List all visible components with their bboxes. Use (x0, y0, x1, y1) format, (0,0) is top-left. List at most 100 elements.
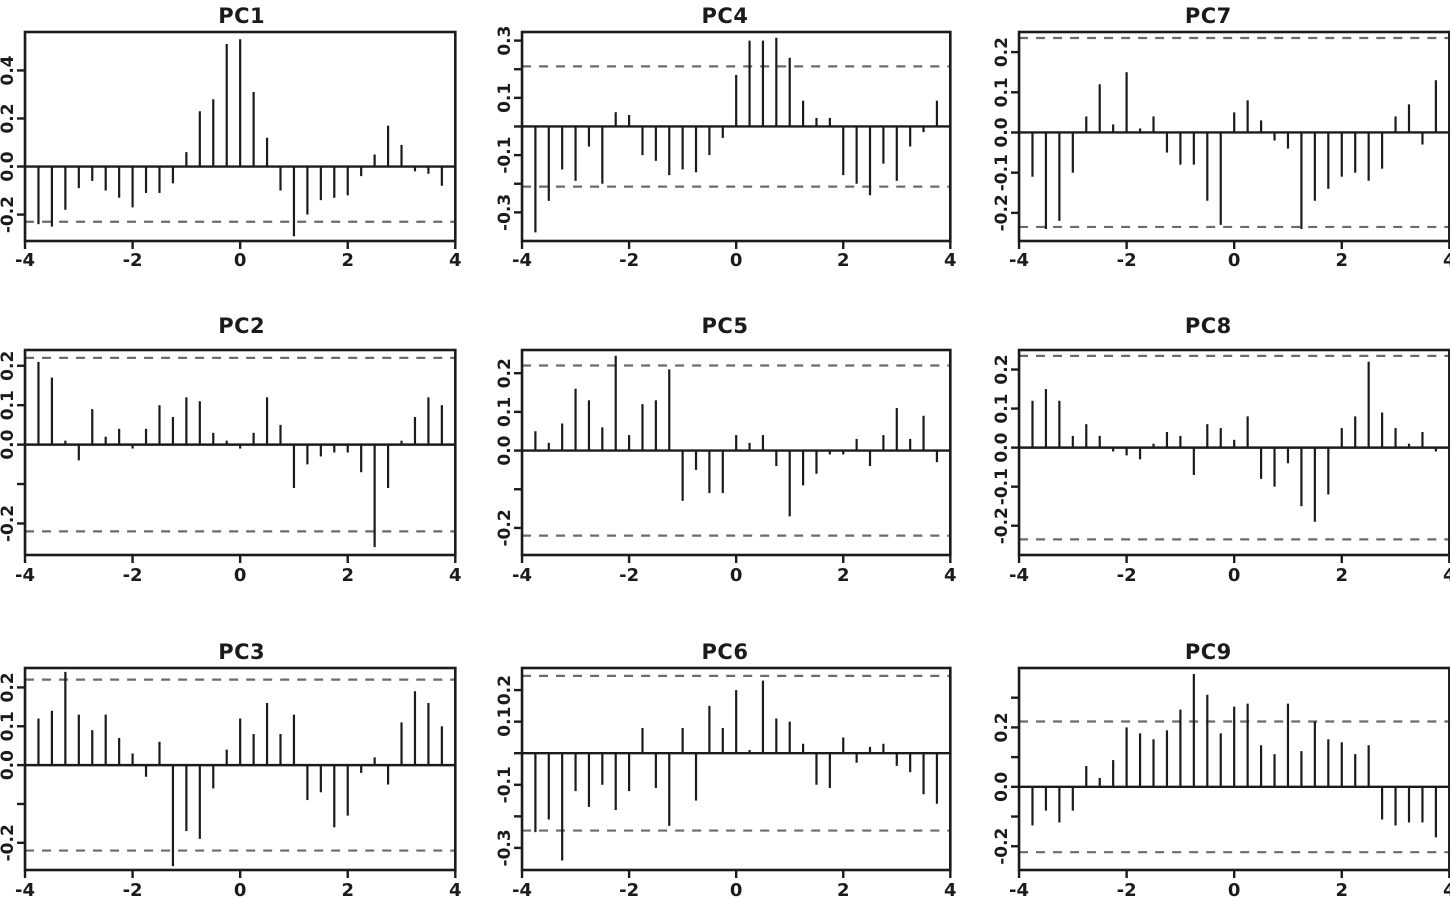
x-tick-label: -2 (619, 880, 639, 900)
panel-pc2: PC2 -4 -2 0 2 4 0.2 0.1 0.0 -0.2 (0, 300, 483, 600)
y-tick-label: 0.0 (992, 432, 1012, 462)
panel-title-pc8: PC8 (1184, 314, 1232, 338)
pc8-chart: -4 -2 0 2 4 0.2 0.1 0.0 -0.1-0.2 (992, 348, 1450, 586)
y-tick-label: 0.2 (992, 354, 1012, 384)
x-tick-label: -4 (1009, 565, 1029, 586)
y-tick-label: 0.2 (495, 358, 515, 388)
plot-box (521, 30, 952, 243)
x-tick-label: -4 (512, 565, 532, 586)
y-tick-label: 0.0 (992, 772, 1012, 802)
y-tick-label: 0.2 (0, 351, 18, 381)
y-tick-label: 0.2 (0, 103, 18, 133)
y-tick-label: 0.3 (495, 26, 515, 56)
x-tick-label: 0 (730, 565, 743, 586)
x-tick-label: 4 (1443, 565, 1450, 586)
panel-pc5: PC5 -4 -2 0 2 4 0.2 0.1 0.0 -0.2 (483, 300, 966, 600)
panel-pc1: PC1 -4 -2 0 2 4 0.4 0.2 0.0 -0.2 (0, 0, 483, 300)
y-tick-label: -0.2 (0, 824, 18, 861)
pc7-chart: -4 -2 0 2 4 0.2 0.1 0.0 -0.1 -0.2 (992, 30, 1450, 271)
x-tick-label: 0 (234, 250, 247, 271)
y-tick-label: -0.3 (495, 194, 515, 231)
panel-title-pc5: PC5 (701, 314, 749, 338)
x-tick-label: 2 (1335, 250, 1348, 271)
panel-title-pc6: PC6 (701, 640, 749, 664)
x-tick-label: -4 (15, 565, 35, 586)
y-tick-label: 0.0 (0, 151, 18, 181)
pc6-chart: -4 -2 0 2 4 0.20.1 -0.1 -0.3 (495, 666, 957, 900)
x-tick-label: 0 (234, 880, 247, 900)
plot-box (1017, 348, 1450, 557)
y-tick-label: -0.2 (495, 509, 515, 546)
x-tick-label: 4 (944, 250, 957, 271)
y-tick-label: -0.2 (992, 194, 1012, 231)
y-tick-label: 0.1 (495, 707, 515, 737)
panel-pc9: PC9 -4 -2 0 2 4 0.2 0.0 -0.2 (967, 600, 1450, 900)
x-tick-label: 2 (341, 880, 354, 900)
y-tick-label: -0.1 (495, 766, 515, 803)
panel-title-pc3: PC3 (218, 640, 266, 664)
y-tick-label: 0.1 (0, 390, 18, 420)
plot-box (1017, 30, 1450, 243)
y-tick-label: -0.2 (0, 505, 18, 542)
x-tick-label: 2 (341, 565, 354, 586)
panel-title-pc7: PC7 (1184, 4, 1232, 28)
plot-box (23, 348, 457, 557)
y-tick-label: 0.1 (495, 397, 515, 427)
x-tick-label: -4 (15, 250, 35, 271)
x-tick-label: 2 (837, 880, 850, 900)
pc2-chart: -4 -2 0 2 4 0.2 0.1 0.0 -0.2 (0, 348, 462, 586)
x-tick-label: -4 (1009, 880, 1029, 900)
y-tick-label: 0.1 (0, 711, 18, 741)
panel-pc3: PC3 -4 -2 0 2 4 0.2 0.1 0.0 -0.2 (0, 600, 483, 900)
y-tick-label: 0.2 (0, 672, 18, 702)
panel-pc8: PC8 -4 -2 0 2 4 0.2 0.1 0.0 -0.1 -0.2 (967, 300, 1450, 600)
x-tick-label: 0 (1228, 565, 1241, 586)
y-tick-label: -0.2 (992, 828, 1012, 865)
x-tick-label: -4 (512, 250, 532, 271)
x-tick-label: 0 (234, 565, 247, 586)
y-tick-label: -0.2 (0, 196, 18, 233)
panel-title-pc2: PC2 (218, 314, 266, 338)
plot-box (521, 348, 952, 557)
x-tick-label: 0 (730, 250, 743, 271)
x-tick-label: -2 (619, 565, 639, 586)
x-tick-label: 4 (944, 880, 957, 900)
x-tick-label: 0 (730, 880, 743, 900)
y-tick-label: 0.4 (0, 55, 18, 85)
y-tick-label: -0.3 (495, 829, 515, 866)
panel-title-pc4: PC4 (701, 4, 749, 28)
x-tick-label: 0 (1228, 250, 1241, 271)
x-tick-label: 4 (449, 565, 462, 586)
y-tick-label: -0.2 (992, 507, 1012, 544)
pc5-chart: -4 -2 0 2 4 0.2 0.1 0.0 -0.2 (495, 348, 957, 586)
x-tick-label: 4 (449, 250, 462, 271)
x-tick-label: -2 (1116, 880, 1136, 900)
pc1-chart: -4 -2 0 2 4 0.4 0.2 0.0 -0.2 (0, 30, 462, 271)
y-tick-label: 0.1 (992, 394, 1012, 424)
x-tick-label: 2 (837, 565, 850, 586)
x-tick-label: 2 (1335, 565, 1348, 586)
y-tick-label: -0.1 (992, 154, 1012, 191)
x-tick-label: -4 (15, 880, 35, 900)
x-tick-label: -2 (619, 250, 639, 271)
panel-pc6: PC6 -4 -2 0 2 4 0.2 0.1 -0.1 -0.3 (483, 600, 966, 900)
y-tick-label: 0.0 (992, 117, 1012, 147)
x-tick-label: 2 (1335, 880, 1348, 900)
x-tick-label: -2 (123, 880, 143, 900)
panel-title-pc9: PC9 (1184, 640, 1232, 664)
y-tick-label: 0.2 (992, 37, 1012, 67)
y-tick-label: 0.2 (495, 675, 515, 705)
panel-title-pc1: PC1 (218, 4, 266, 28)
pc4-chart: -4 -2 0 2 4 0.3 0.1 -0.1 -0.3 (495, 26, 957, 271)
plot-box (23, 666, 457, 872)
x-tick-label: -2 (1116, 565, 1136, 586)
x-tick-label: 0 (1228, 880, 1241, 900)
x-tick-label: 2 (341, 250, 354, 271)
y-tick-label: 0.0 (0, 750, 18, 780)
y-tick-label: 0.1 (992, 77, 1012, 107)
y-tick-label: -0.1 (495, 137, 515, 174)
x-tick-label: -2 (123, 250, 143, 271)
y-tick-label: 0.0 (495, 435, 515, 465)
pc9-chart: -4 -2 0 2 4 0.2 0.0 -0.2 (992, 666, 1450, 900)
